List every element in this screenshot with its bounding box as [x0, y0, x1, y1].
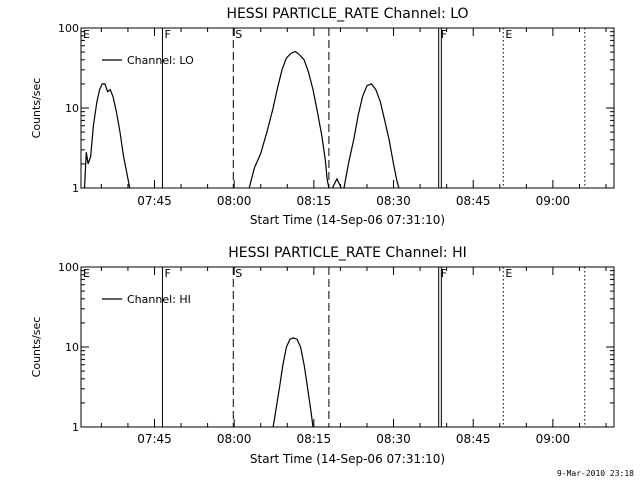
series-line [83, 83, 131, 189]
event-marker-label: F [441, 28, 447, 41]
footer-timestamp: 9-Mar-2010 23:18 [556, 469, 634, 478]
x-tick-label: 08:45 [456, 194, 491, 208]
chart-panel-1: HESSI PARTICLE_RATE Channel: LO Counts/se… [30, 6, 615, 227]
series-line [248, 50, 330, 189]
x-tick-label: 08:15 [297, 432, 332, 446]
event-marker-label: E [505, 267, 512, 280]
x-tick-label: 07:45 [137, 432, 172, 446]
event-marker-label: F [164, 28, 170, 41]
x-tick-label: 08:15 [297, 194, 332, 208]
event-marker-label: S [235, 28, 242, 41]
y-tick-label: 10 [65, 341, 79, 354]
chart-panel-2: HESSI PARTICLE_RATE Channel: HI Counts/se… [30, 245, 615, 466]
series-line [343, 83, 400, 189]
plot-frame [80, 27, 615, 189]
x-tick-label: 08:00 [217, 432, 252, 446]
x-tick-label: 09:00 [536, 194, 571, 208]
x-tick-label: 08:30 [376, 432, 411, 446]
x-tick-label: 08:30 [376, 194, 411, 208]
event-marker-label: E [505, 28, 512, 41]
y-tick-label: 1 [72, 182, 79, 195]
series-line [272, 337, 314, 428]
y-axis-label: Counts/sec [30, 317, 43, 378]
event-marker-label: F [441, 267, 447, 280]
chart-title: HESSI PARTICLE_RATE Channel: HI [228, 245, 466, 261]
legend-label: Channel: HI [127, 293, 191, 306]
event-marker-label: F [164, 267, 170, 280]
x-tick-label: 07:45 [137, 194, 172, 208]
y-tick-label: 1 [72, 421, 79, 434]
y-tick-label: 10 [65, 102, 79, 115]
plot-frame [80, 266, 615, 428]
event-marker-label: E [83, 267, 90, 280]
x-tick-label: 09:00 [536, 432, 571, 446]
x-tick-label: 08:00 [217, 194, 252, 208]
event-marker-label: S [235, 267, 242, 280]
y-tick-label: 100 [58, 261, 79, 274]
legend-label: Channel: LO [127, 54, 194, 67]
chart-title: HESSI PARTICLE_RATE Channel: LO [226, 6, 468, 22]
x-tick-label: 08:45 [456, 432, 491, 446]
series-line [331, 177, 342, 189]
x-axis-label: Start Time (14-Sep-06 07:31:10) [250, 452, 445, 466]
y-axis-label: Counts/sec [30, 78, 43, 139]
x-axis-label: Start Time (14-Sep-06 07:31:10) [250, 213, 445, 227]
y-tick-label: 100 [58, 22, 79, 35]
event-marker-label: E [83, 28, 90, 41]
